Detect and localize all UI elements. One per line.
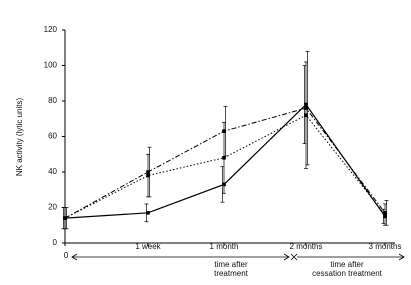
- y-tick-label: 20: [48, 203, 57, 212]
- y-tick-label: 0: [53, 238, 58, 247]
- y-tick-label: 40: [48, 167, 57, 176]
- timeline-arrows: [71, 253, 405, 261]
- point: [222, 156, 226, 160]
- point: [146, 170, 150, 174]
- point: [222, 129, 226, 133]
- point: [63, 216, 67, 220]
- point: [304, 106, 308, 110]
- point: [146, 173, 150, 178]
- annotation: time after: [330, 260, 364, 269]
- y-tick-label: 120: [44, 25, 58, 34]
- series-line: [64, 103, 386, 219]
- point: [304, 113, 308, 117]
- y-tick-label: 100: [44, 61, 58, 70]
- x-tick-label: 3 months: [369, 242, 402, 251]
- y-axis-label: NK activity (lytic units): [15, 98, 24, 177]
- point: [383, 211, 387, 215]
- series-line: [64, 107, 386, 219]
- annotation: cessation treatment: [312, 269, 383, 278]
- x-tick-label: 2 months: [290, 242, 323, 251]
- y-tick-label: 80: [48, 96, 57, 105]
- point: [146, 211, 150, 215]
- annotation: time after: [214, 260, 248, 269]
- annotation: treatment: [214, 269, 249, 278]
- x-tick-label: 1 week: [135, 242, 161, 251]
- x-tick-label: 0: [64, 251, 69, 260]
- x-tick-label: 1 month: [210, 242, 239, 251]
- y-tick-label: 60: [48, 132, 57, 141]
